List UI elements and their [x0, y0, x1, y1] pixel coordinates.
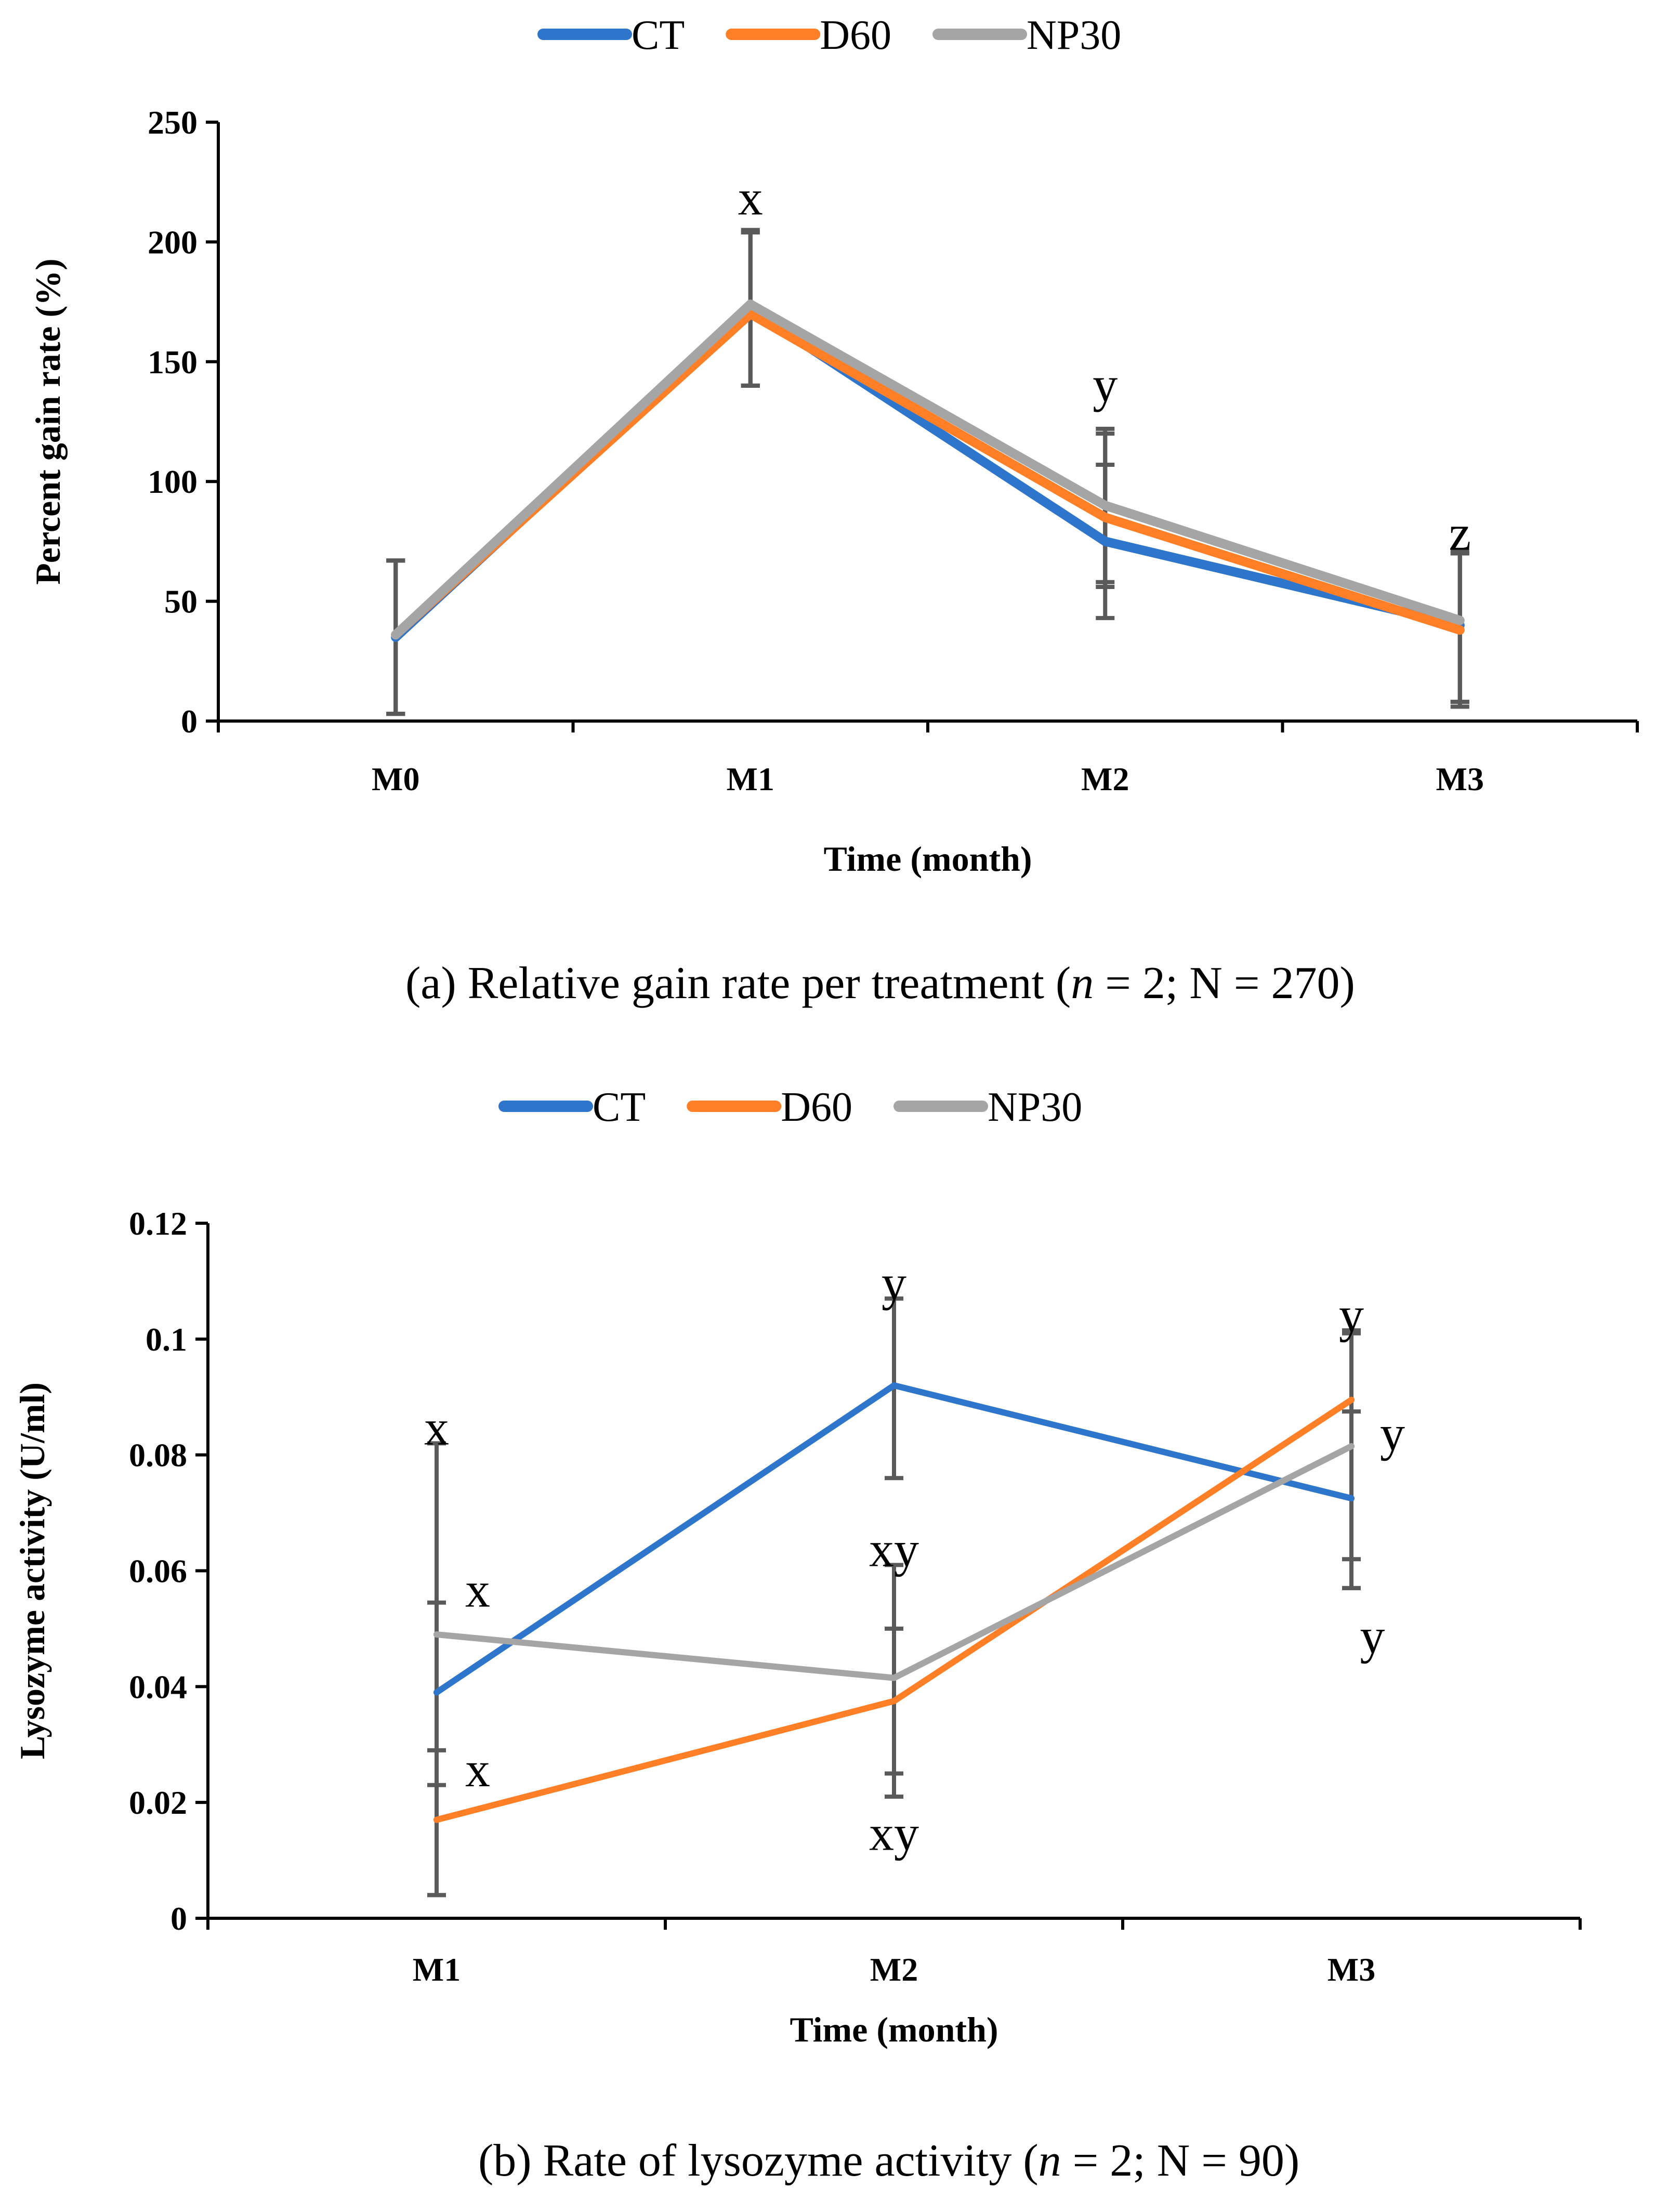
significance-letter: y [1360, 1608, 1385, 1664]
chart-a-relative-gain-rate: CT D60 NP30 0 50 100 150 200 250 M0 M1 M2 M3 Time (mo… [28, 12, 1639, 1009]
data-point-np30 [433, 1631, 440, 1638]
data-point-np30 [745, 299, 755, 309]
significance-letter: xy [869, 1805, 919, 1861]
legend-label-np30: NP30 [1027, 12, 1121, 58]
y-tick-label: 0.08 [129, 1437, 187, 1474]
data-point-d60 [1455, 625, 1465, 635]
data-point-ct [433, 1689, 440, 1696]
x-tick-label: M2 [1081, 761, 1129, 797]
significance-letter: z [1449, 505, 1471, 561]
y-tick-label: 200 [148, 224, 198, 260]
legend-label-d60: D60 [781, 1084, 852, 1130]
data-point-np30 [1100, 501, 1110, 511]
y-tick-label: 100 [148, 463, 198, 500]
significance-letter: y [1339, 1287, 1364, 1342]
x-tick-label: M3 [1436, 761, 1484, 797]
legend-label-ct: CT [593, 1084, 646, 1130]
caption-suffix: = 2; N = 90) [1061, 2136, 1300, 2186]
y-tick-label: 150 [148, 344, 198, 381]
significance-letter: x [424, 1400, 449, 1456]
data-point-ct [1348, 1495, 1355, 1502]
x-tick-label: M1 [413, 1951, 461, 1988]
y-tick-label: 0 [170, 1900, 187, 1937]
data-point-d60 [1348, 1396, 1355, 1403]
significance-letter: y [1380, 1406, 1405, 1461]
legend-label-d60: D60 [820, 12, 891, 58]
data-point-np30 [391, 630, 401, 640]
y-tick-label: 0 [181, 703, 198, 740]
caption-prefix: (b) Rate of lysozyme activity ( [478, 2136, 1039, 2186]
y-tick-label: 50 [164, 583, 198, 620]
y-axis-title: Percent gain rate (%) [28, 258, 68, 585]
x-tick-label: M3 [1328, 1951, 1375, 1988]
data-point-d60 [1100, 513, 1110, 522]
legend-label-ct: CT [632, 12, 685, 58]
y-tick-label: 0.12 [129, 1205, 187, 1242]
figure-caption: (a) Relative gain rate per treatment (n … [405, 958, 1355, 1009]
data-point-ct [1100, 536, 1110, 546]
significance-letter: x [465, 1742, 490, 1797]
legend-label-np30: NP30 [988, 1084, 1082, 1130]
x-tick-label: M0 [372, 761, 419, 797]
significance-letter: xy [869, 1522, 919, 1577]
caption-suffix: = 2; N = 270) [1094, 958, 1355, 1009]
y-tick-label: 0.06 [129, 1553, 187, 1590]
data-point-np30 [1455, 616, 1465, 625]
figure-caption: (b) Rate of lysozyme activity (n = 2; N … [478, 2136, 1299, 2186]
series-line-ct [391, 304, 1465, 642]
y-axis-title: Lysozyme activity (U/ml) [12, 1382, 52, 1759]
x-tick-label: M1 [727, 761, 774, 797]
significance-letter: y [1093, 357, 1118, 412]
x-axis-title: Time (month) [790, 2010, 998, 2049]
caption-n-symbol: n [1071, 958, 1094, 1009]
data-point-d60 [433, 1816, 440, 1823]
significance-letter: x [465, 1562, 490, 1617]
caption-n-symbol: n [1039, 2136, 1061, 2186]
data-point-np30 [891, 1674, 897, 1681]
data-point-ct [891, 1382, 897, 1389]
y-tick-label: 250 [148, 104, 198, 141]
series-line-np30 [391, 299, 1465, 640]
significance-letter: x [738, 169, 763, 225]
data-point-np30 [1348, 1443, 1355, 1449]
significance-letter: y [882, 1255, 906, 1311]
x-tick-label: M2 [870, 1951, 918, 1988]
y-tick-label: 0.04 [129, 1668, 187, 1705]
x-axis-title: Time (month) [823, 839, 1032, 879]
y-tick-label: 0.1 [146, 1321, 187, 1358]
y-tick-label: 0.02 [129, 1784, 187, 1821]
chart-b-lysozyme-activity: CT D60 NP30 0 0.02 0.04 0.06 0.08 0.1 0.12 M1 M2 M3 T… [12, 1084, 1582, 2186]
data-point-d60 [891, 1698, 897, 1705]
caption-prefix: (a) Relative gain rate per treatment ( [405, 958, 1071, 1009]
